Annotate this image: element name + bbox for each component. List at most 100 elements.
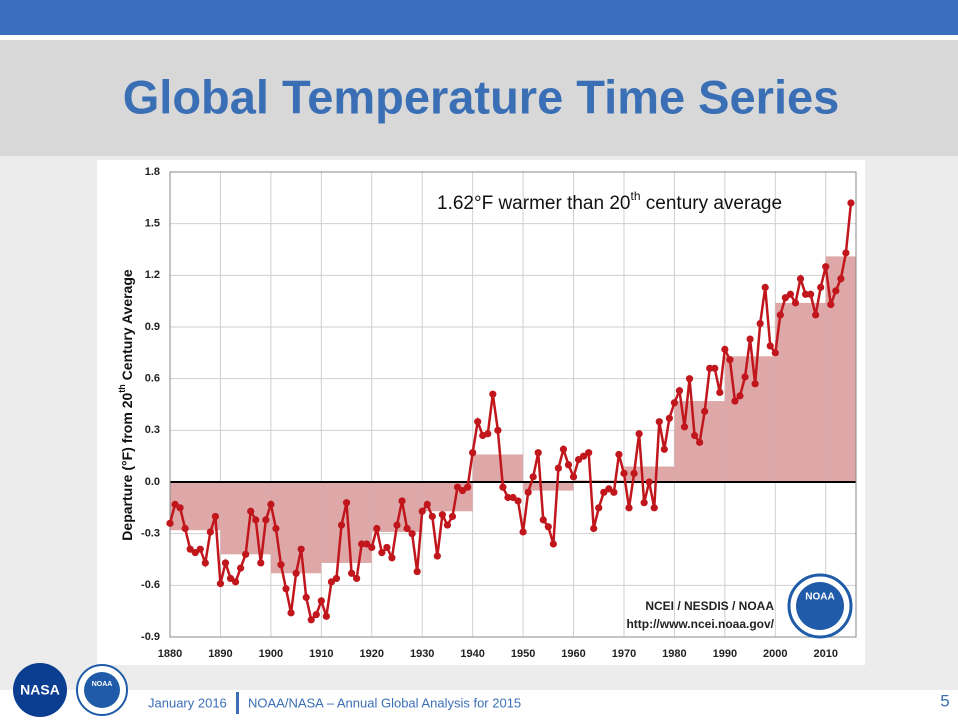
data-point xyxy=(262,516,270,524)
data-point xyxy=(277,561,285,569)
data-point xyxy=(368,543,376,552)
data-point xyxy=(585,449,593,457)
decadal-bar xyxy=(775,302,826,482)
data-point xyxy=(237,564,245,572)
x-tick-label: 2010 xyxy=(813,648,837,660)
data-point xyxy=(645,478,653,486)
data-point xyxy=(554,464,562,472)
data-point xyxy=(660,445,668,453)
data-point xyxy=(559,445,568,453)
decadal-bar xyxy=(523,482,574,491)
data-point xyxy=(247,507,255,515)
data-point xyxy=(625,504,633,512)
data-point xyxy=(781,294,789,302)
data-point xyxy=(282,585,290,593)
data-point xyxy=(307,616,315,624)
data-point xyxy=(317,597,325,605)
footer-noaa-logo xyxy=(84,672,120,708)
data-point xyxy=(590,524,598,533)
y-tick-label: 1.5 xyxy=(145,218,160,230)
slide-title: Global Temperature Time Series xyxy=(123,70,840,123)
annotation-sup: th xyxy=(630,189,640,203)
data-point xyxy=(322,612,330,620)
data-point xyxy=(494,426,502,434)
data-point xyxy=(186,545,194,553)
data-point xyxy=(342,499,351,507)
data-point xyxy=(252,516,260,524)
noaa-logo-text: NOAA xyxy=(805,592,834,603)
data-point xyxy=(600,488,608,496)
data-point xyxy=(701,407,709,415)
data-point xyxy=(564,461,573,469)
data-point xyxy=(650,504,658,512)
data-point xyxy=(655,418,663,426)
y-tick-label: 0.3 xyxy=(145,424,160,436)
data-point xyxy=(347,569,356,577)
data-point xyxy=(358,540,366,548)
data-point xyxy=(433,552,441,560)
x-tick-label: 1920 xyxy=(360,648,384,660)
footer-date: January 2016 xyxy=(148,695,227,710)
y-label-part: Departure (°F) from 20 xyxy=(119,393,135,541)
y-tick-label: 0.6 xyxy=(145,373,160,385)
y-tick-label: 1.8 xyxy=(145,166,160,178)
decadal-bar xyxy=(472,454,524,482)
data-point xyxy=(353,574,361,583)
data-point xyxy=(842,249,850,257)
annotation-part: century average xyxy=(641,193,783,214)
data-point xyxy=(524,488,532,496)
credit-url: http://www.ncei.noaa.gov/ xyxy=(626,617,774,631)
y-tick-label: 0.9 xyxy=(145,321,160,333)
data-point xyxy=(504,493,512,502)
data-point xyxy=(776,311,784,319)
data-point xyxy=(484,430,492,438)
data-point xyxy=(630,469,638,477)
annotation-part: 1.62°F warmer than 20 xyxy=(437,193,630,214)
data-point xyxy=(443,521,452,529)
data-point xyxy=(756,319,764,328)
x-tick-label: 1990 xyxy=(713,648,737,660)
data-point xyxy=(761,283,769,291)
data-point xyxy=(766,342,774,350)
plot: 1.8 1.5 1.2 0.9 0.6 0.3 0.0 -0.3 -0.6 -0.9 1880 189… xyxy=(141,166,857,660)
data-point xyxy=(690,431,699,440)
data-point xyxy=(242,550,250,558)
data-point xyxy=(211,512,219,521)
data-point xyxy=(423,500,431,508)
footer-noaa-text: NOAA xyxy=(92,681,113,688)
data-point xyxy=(489,390,497,398)
x-tick-label: 1880 xyxy=(158,648,182,660)
x-tick-label: 1930 xyxy=(410,648,434,660)
data-point xyxy=(514,497,522,505)
data-point xyxy=(393,521,401,529)
data-point xyxy=(549,540,557,548)
data-point xyxy=(726,356,734,364)
data-point xyxy=(413,567,421,576)
data-point xyxy=(363,540,371,548)
data-point xyxy=(665,414,673,422)
noaa-logo xyxy=(796,582,844,630)
decadal-bar xyxy=(825,256,856,482)
data-point xyxy=(464,483,472,491)
data-point xyxy=(736,392,744,400)
data-point xyxy=(221,559,230,567)
data-point xyxy=(469,449,477,457)
data-point xyxy=(670,399,679,407)
data-point xyxy=(458,487,467,495)
data-point xyxy=(216,580,225,588)
x-tick-label: 1960 xyxy=(561,648,585,660)
data-point xyxy=(226,574,235,583)
data-point xyxy=(191,549,199,557)
data-point xyxy=(544,523,552,531)
y-axis-label: Departure (°F) from 20th Century Average xyxy=(117,269,134,541)
data-point xyxy=(398,497,406,505)
data-point xyxy=(388,554,396,562)
top-bar xyxy=(0,0,958,35)
data-point xyxy=(569,473,578,481)
data-point xyxy=(807,290,815,298)
data-point xyxy=(741,373,749,381)
data-point xyxy=(620,469,628,477)
x-tick-label: 1910 xyxy=(309,648,333,660)
data-point xyxy=(812,311,820,319)
